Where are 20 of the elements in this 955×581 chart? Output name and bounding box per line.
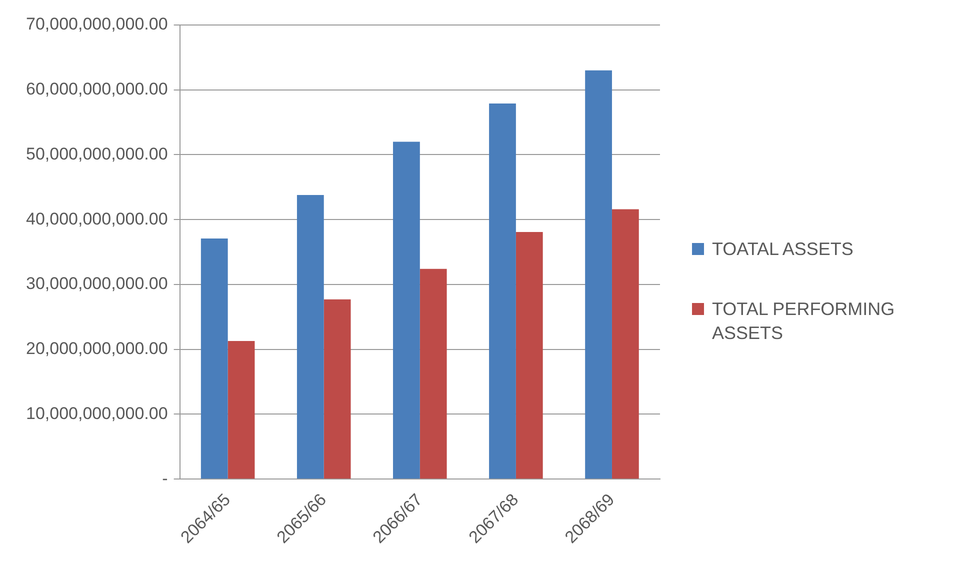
- bar: [200, 238, 228, 479]
- bar: [228, 340, 255, 479]
- bar: [612, 209, 639, 479]
- y-tick-label: 40,000,000,000.00: [26, 209, 168, 228]
- bar: [296, 194, 324, 479]
- legend-label: TOTAL PERFORMING ASSETS: [712, 298, 896, 344]
- bar: [324, 299, 351, 479]
- y-tick-label: 50,000,000,000.00: [26, 144, 168, 164]
- bar: [420, 268, 447, 479]
- y-tick-label: 60,000,000,000.00: [26, 80, 168, 99]
- bar: [516, 232, 543, 479]
- bar: [585, 70, 612, 479]
- y-tick-label: 10,000,000,000.00: [26, 404, 168, 423]
- y-tick-label: 70,000,000,000.00: [26, 14, 168, 34]
- bar: [393, 142, 420, 479]
- bar: [489, 104, 516, 479]
- y-tick-label: -: [162, 468, 168, 488]
- y-tick-label: 30,000,000,000.00: [26, 274, 168, 294]
- legend-label: TOATAL ASSETS: [712, 238, 854, 260]
- y-tick-label: 20,000,000,000.00: [26, 339, 168, 358]
